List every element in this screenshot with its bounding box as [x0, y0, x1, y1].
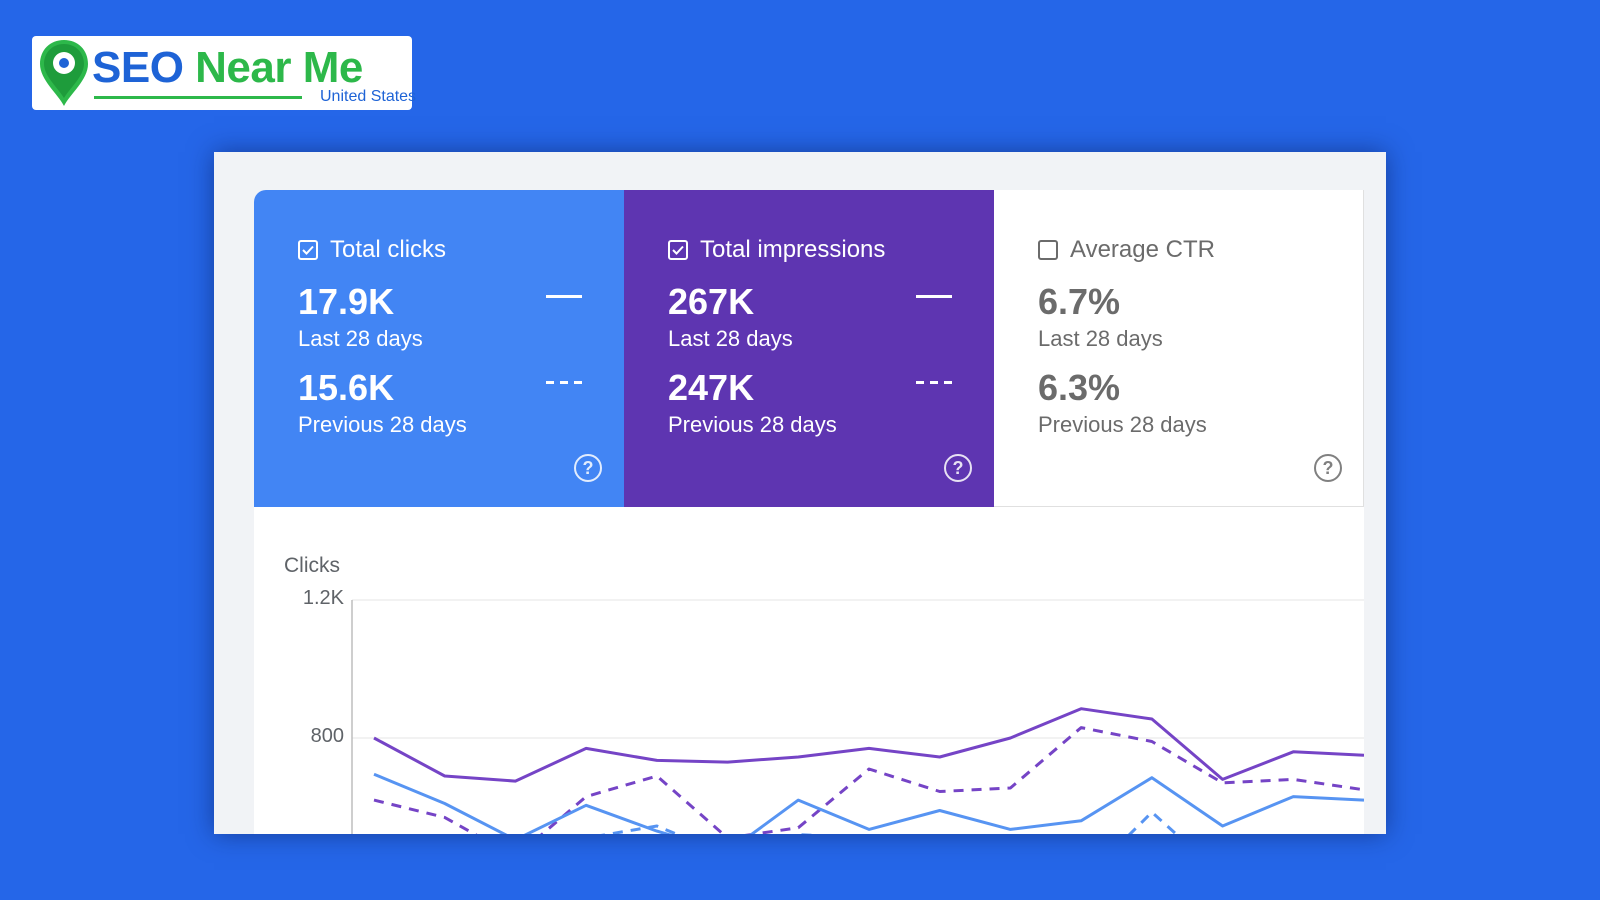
logo-subtitle: United States	[320, 88, 417, 105]
checkbox-checked-icon[interactable]	[668, 240, 688, 260]
help-icon[interactable]: ?	[944, 454, 972, 482]
metric-previous-period: Previous 28 days	[1038, 412, 1207, 437]
metric-current-value: 267K	[668, 281, 755, 322]
metric-card-average-ctr[interactable]: Average CTR 6.7% Last 28 days 6.3% Previ…	[994, 190, 1364, 507]
metric-previous-period: Previous 28 days	[668, 412, 837, 437]
checkbox-unchecked-icon[interactable]	[1038, 240, 1058, 260]
metric-card-total-clicks[interactable]: Total clicks 17.9K Last 28 days 15.6K Pr…	[254, 190, 624, 507]
solid-line-legend-icon	[546, 295, 582, 298]
dashed-line-legend-icon	[546, 381, 582, 384]
chart-y-tick-label: 800	[310, 725, 344, 747]
logo-near-me-text: Near Me	[183, 43, 363, 92]
metric-current-value: 6.7%	[1038, 281, 1121, 322]
performance-panel: Total clicks 17.9K Last 28 days 15.6K Pr…	[214, 152, 1386, 834]
checkbox-checked-icon[interactable]	[298, 240, 318, 260]
chart-series-line-2	[373, 772, 1364, 834]
chart-y-tick-label: 1.2K	[302, 587, 344, 609]
metric-current-period: Last 28 days	[298, 326, 423, 351]
metric-current-value: 17.9K	[298, 281, 395, 322]
clicks-impressions-chart	[351, 599, 1364, 834]
metric-previous-period: Previous 28 days	[298, 412, 467, 437]
solid-line-legend-icon	[916, 295, 952, 298]
performance-card: Total clicks 17.9K Last 28 days 15.6K Pr…	[254, 190, 1364, 834]
chart-series-line-0	[373, 707, 1364, 783]
metric-card-total-impressions[interactable]: Total impressions 267K Last 28 days 247K…	[624, 190, 994, 507]
metric-card-header: Total clicks	[298, 236, 446, 264]
dashed-line-legend-icon	[916, 381, 952, 384]
metric-card-header: Total impressions	[668, 236, 885, 264]
metric-previous-value: 6.3%	[1038, 367, 1121, 408]
metric-card-header: Average CTR	[1038, 236, 1215, 264]
chart-y-axis-label: Clicks	[284, 554, 340, 577]
metric-current-period: Last 28 days	[1038, 326, 1163, 351]
chart-series-line-1	[373, 726, 1364, 834]
metric-current-period: Last 28 days	[668, 326, 793, 351]
logo-underline	[94, 96, 302, 99]
metric-previous-value: 247K	[668, 367, 755, 408]
logo-title: SEO Near Me	[92, 39, 363, 97]
metric-title: Total clicks	[330, 236, 447, 263]
location-pin-icon	[40, 40, 88, 106]
brand-logo: SEO Near Me United States	[32, 36, 416, 110]
help-icon[interactable]: ?	[574, 454, 602, 482]
metric-cards: Total clicks 17.9K Last 28 days 15.6K Pr…	[254, 190, 1364, 507]
metric-title: Total impressions	[700, 236, 886, 263]
metric-previous-value: 15.6K	[298, 367, 395, 408]
metric-title: Average CTR	[1070, 236, 1215, 263]
help-icon[interactable]: ?	[1314, 454, 1342, 482]
logo-seo-text: SEO	[92, 43, 184, 92]
